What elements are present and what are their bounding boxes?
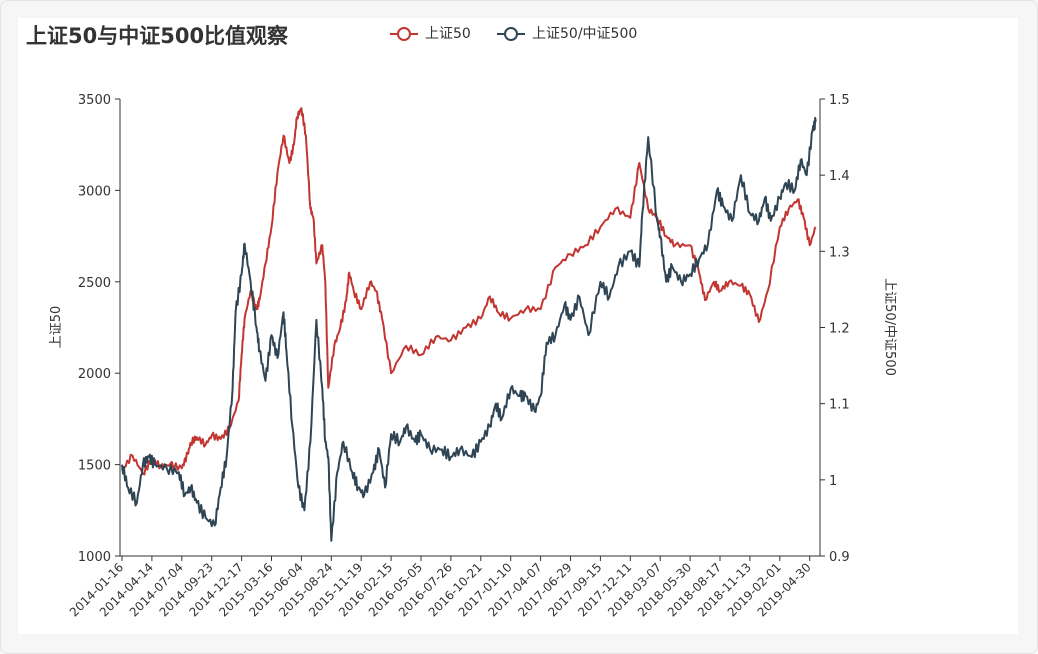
right-tick-label: 1.1 [829,398,850,413]
legend-item-ratio[interactable]: 上证50/中证500 [497,26,637,42]
right-tick-label: 1 [829,474,837,489]
legend-marker-ratio [504,27,518,41]
series-line-ratio [121,116,817,542]
left-tick-label: 2500 [78,276,111,291]
axes: 上证50 上证50/中证500 [49,99,897,557]
legend-label-ratio: 上证50/中证500 [532,26,637,42]
right-tick-label: 0.9 [829,550,850,565]
left-tick-label: 1500 [78,459,111,474]
chart-title: 上证50与中证500比值观察 [26,24,289,48]
series-line-shangzheng50 [121,107,817,476]
legend-label-shangzheng50: 上证50 [425,26,471,42]
left-tick-label: 2000 [78,367,111,382]
right-tick-label: 1.3 [829,245,850,260]
series-lines [121,107,817,542]
chart-panel [18,18,1018,634]
x-ticks: 2014-01-162014-04-142014-07-042014-09-23… [67,556,814,619]
left-tick-label: 3000 [78,184,111,199]
left-tick-label: 3500 [78,93,111,108]
right-y-ticks: 0.9 1 1.1 1.2 1.3 1.4 1.5 [820,93,850,565]
right-axis-title: 上证50/中证500 [882,278,897,376]
left-tick-label: 1000 [78,550,111,565]
legend-marker-shangzheng50 [397,27,411,41]
right-tick-label: 1.4 [829,169,850,184]
left-y-ticks: 1000 1500 2000 2500 3000 3500 [78,93,120,565]
left-axis-title: 上证50 [49,306,64,349]
right-tick-label: 1.5 [829,93,850,108]
legend-item-shangzheng50[interactable]: 上证50 [390,26,471,42]
legend: 上证50 上证50/中证500 [390,26,637,42]
right-tick-label: 1.2 [829,322,850,337]
